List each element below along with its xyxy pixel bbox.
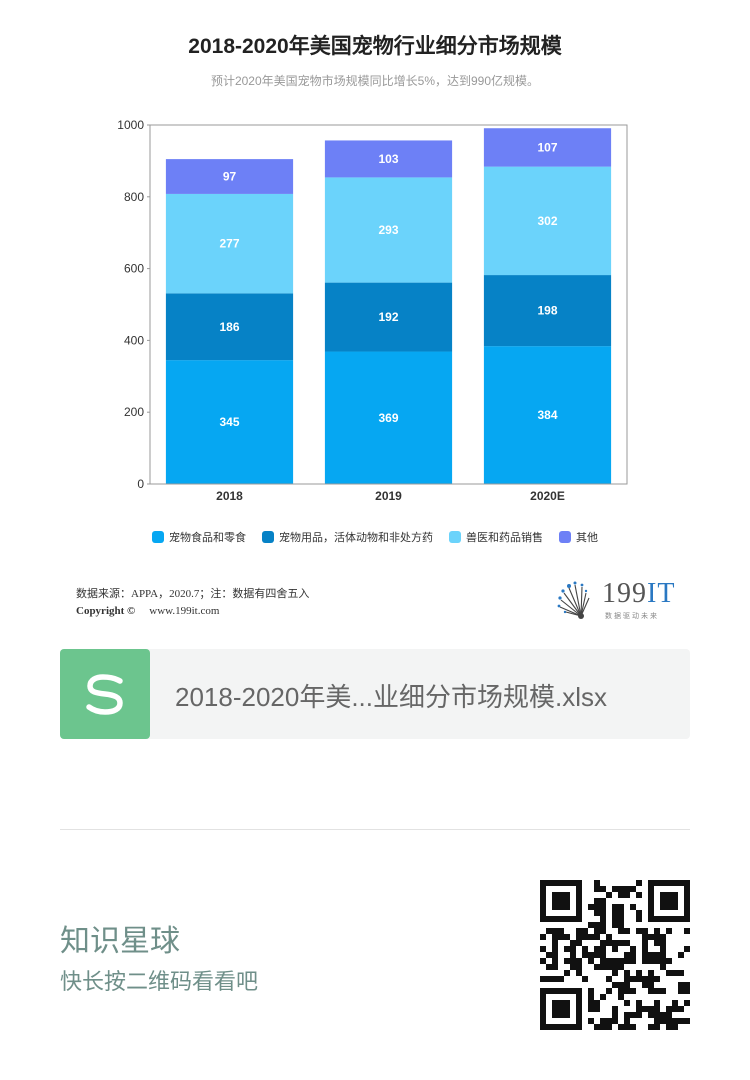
- bar-segment: [165, 159, 294, 194]
- data-label: 302: [537, 214, 557, 228]
- legend-label: 宠物用品，活体动物和非处方药: [279, 532, 433, 544]
- bar-segment: [483, 128, 612, 167]
- legend-label: 兽医和药品销售: [466, 532, 543, 544]
- chart-subtitle: 预计2020年美国宠物市场规模同比增长5%，达到990亿规模。: [210, 74, 540, 88]
- data-label: 384: [537, 408, 557, 422]
- logo-tagline: 数据驱动未来: [605, 613, 659, 620]
- bar-segment: [165, 293, 294, 361]
- s-letter-icon: [86, 674, 123, 715]
- legend-item-supplies: 宠物用品，活体动物和非处方药: [262, 529, 433, 545]
- logo-main: 199: [602, 578, 647, 609]
- bar-segment: [324, 177, 453, 283]
- bar-segment: [165, 193, 294, 294]
- qr-code-icon[interactable]: [540, 880, 690, 1030]
- chart-title: 2018-2020年美国宠物行业细分市场规模: [188, 35, 562, 58]
- data-label: 97: [223, 170, 237, 184]
- data-label: 293: [378, 223, 398, 237]
- logo-wordmark: 199IT: [602, 578, 675, 610]
- y-tick-label: 600: [124, 262, 144, 276]
- bar-segment: [483, 275, 612, 347]
- plot-frame: [149, 124, 628, 485]
- data-label: 103: [378, 152, 398, 166]
- legend-item-food: 宠物食品和零食: [152, 529, 246, 545]
- chart-legend: 宠物食品和零食 宠物用品，活体动物和非处方药 兽医和药品销售 其他: [0, 529, 750, 545]
- legend-label: 其他: [576, 532, 598, 544]
- bar-segment: [483, 166, 612, 276]
- y-tick-label: 200: [124, 405, 144, 419]
- data-label: 345: [219, 415, 239, 429]
- x-tick-label: 2019: [375, 489, 402, 503]
- attachment-card[interactable]: 2018-2020年美...业细分市场规模.xlsx: [60, 649, 690, 739]
- planet-title: 知识星球: [60, 925, 180, 958]
- planet-subtitle: 快长按二维码看看吧: [60, 969, 259, 994]
- data-label: 192: [378, 310, 398, 324]
- bar-segment: [165, 360, 294, 484]
- x-tick-label: 2018: [216, 489, 243, 503]
- legend-label: 宠物食品和零食: [169, 532, 246, 544]
- stacked-bar-chart: 0 200 400 600 800 1000 345 186 277 97 2018 369 192 29…: [117, 118, 628, 503]
- data-label: 107: [537, 140, 557, 154]
- spreadsheet-file-icon: [60, 649, 150, 739]
- data-label: 186: [219, 320, 239, 334]
- y-tick-label: 800: [124, 190, 144, 204]
- legend-swatch: [559, 531, 571, 543]
- attachment-filename[interactable]: 2018-2020年美...业细分市场规模.xlsx: [175, 682, 608, 712]
- data-label: 277: [219, 237, 239, 251]
- copyright-label: Copyright ©: [76, 605, 136, 617]
- y-tick-label: 1000: [117, 118, 144, 132]
- legend-swatch: [449, 531, 461, 543]
- y-tick-label: 400: [124, 333, 144, 347]
- x-tick-label: 2020E: [530, 489, 565, 503]
- y-tick-label: 0: [137, 477, 144, 491]
- bar-segment: [483, 346, 612, 484]
- legend-item-vet: 兽医和药品销售: [449, 529, 543, 545]
- brand-logo: 199IT 数据驱动未来: [555, 578, 685, 622]
- data-source-note: 数据来源：APPA，2020.7；注：数据有四舍五入: [76, 588, 310, 600]
- logo-accent: IT: [647, 578, 676, 609]
- copyright-line: Copyright © www.199it.com: [76, 605, 219, 617]
- bar-segment: [324, 351, 453, 484]
- legend-swatch: [152, 531, 164, 543]
- bar-segment: [324, 282, 453, 352]
- data-label: 198: [537, 304, 557, 318]
- dandelion-icon: [557, 581, 590, 619]
- legend-item-other: 其他: [559, 529, 598, 545]
- legend-swatch: [262, 531, 274, 543]
- copyright-site: www.199it.com: [149, 605, 220, 617]
- data-label: 369: [378, 411, 398, 425]
- section-divider: [60, 829, 690, 830]
- bar-segment: [324, 140, 453, 178]
